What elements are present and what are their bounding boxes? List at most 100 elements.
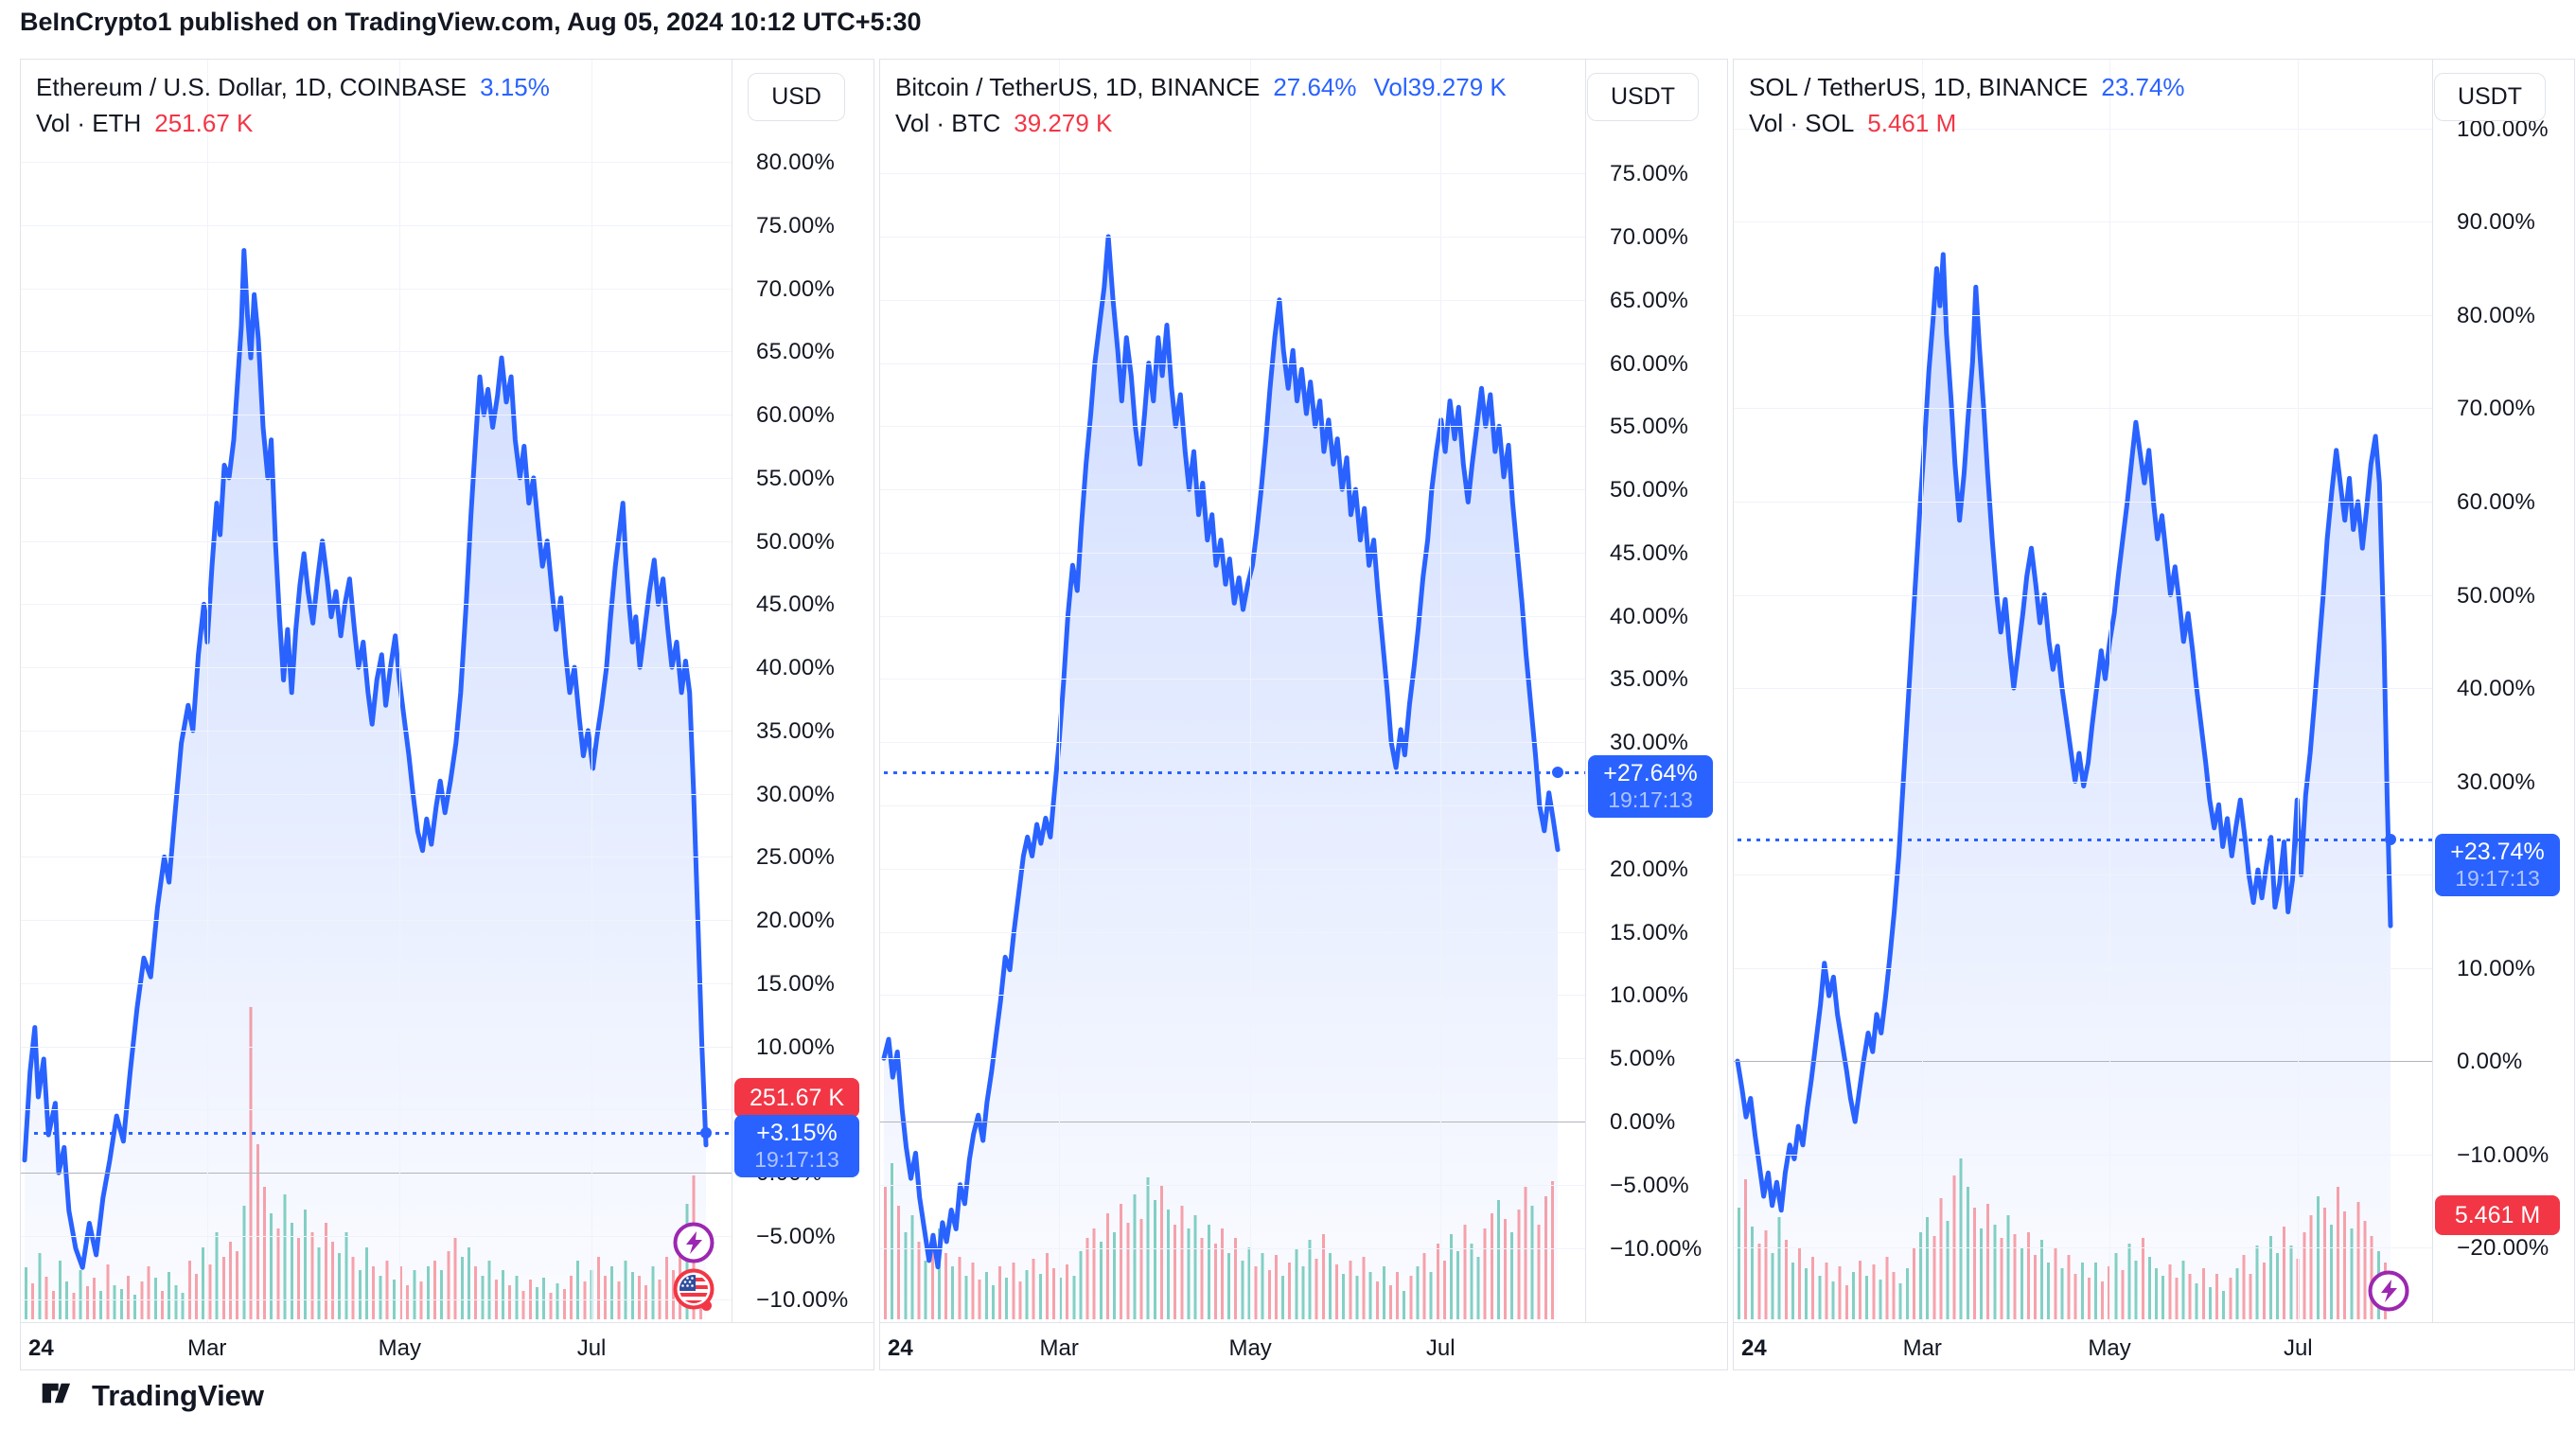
lightning-icon bbox=[673, 1222, 715, 1263]
chart-panel-sol-usdt: SOL / TetherUS, 1D, BINANCE 23.74% Vol · … bbox=[1733, 59, 2575, 1370]
volume-bar bbox=[385, 1261, 389, 1319]
volume-bar bbox=[2249, 1274, 2252, 1319]
volume-bar bbox=[276, 1228, 280, 1319]
volume-label: Vol · SOL bbox=[1749, 109, 1855, 137]
volume-bar bbox=[998, 1266, 1001, 1319]
volume-bar bbox=[630, 1272, 634, 1319]
volume-bar bbox=[2337, 1187, 2340, 1319]
volume-bar bbox=[978, 1280, 981, 1319]
volume-bar bbox=[1133, 1194, 1137, 1319]
volume-bar bbox=[951, 1266, 955, 1319]
volume-bar bbox=[2296, 1259, 2300, 1319]
tradingview-branding[interactable]: TradingView bbox=[41, 1377, 264, 1415]
volume-bar bbox=[2316, 1196, 2320, 1319]
currency-toggle-badge[interactable]: USDT bbox=[1586, 73, 1699, 121]
chart-legend: Bitcoin / TetherUS, 1D, BINANCE 27.64% Vol… bbox=[895, 69, 1507, 141]
volume-bar bbox=[1072, 1276, 1076, 1319]
axis-separator-vertical bbox=[1585, 60, 1586, 1322]
volume-value: 5.461 M bbox=[1867, 109, 1957, 137]
volume-bar bbox=[2080, 1263, 2084, 1319]
y-axis-label: 50.00% bbox=[1610, 477, 1689, 504]
volume-bar bbox=[1375, 1281, 1379, 1319]
volume-bar bbox=[1066, 1264, 1069, 1319]
y-gridline bbox=[880, 552, 1585, 554]
volume-bar bbox=[1436, 1244, 1439, 1319]
volume-bar bbox=[1456, 1251, 1460, 1319]
volume-bar bbox=[944, 1253, 948, 1319]
volume-bar bbox=[79, 1270, 82, 1319]
y-gridline bbox=[880, 868, 1585, 870]
volume-bar bbox=[379, 1276, 382, 1319]
volume-bar bbox=[2303, 1232, 2306, 1319]
volume-bar bbox=[924, 1261, 927, 1319]
volume-bar bbox=[242, 1206, 246, 1319]
volume-bar bbox=[2235, 1268, 2239, 1319]
volume-bar bbox=[324, 1223, 327, 1319]
change-percent: 3.15% bbox=[480, 73, 550, 101]
y-axis-label: 30.00% bbox=[756, 781, 836, 807]
y-axis-label: 90.00% bbox=[2457, 209, 2536, 236]
currency-toggle-badge[interactable]: USD bbox=[748, 73, 845, 121]
y-gridline bbox=[880, 236, 1585, 238]
volume-bar bbox=[1234, 1238, 1238, 1319]
axis-separator-horizontal bbox=[21, 1322, 873, 1323]
x-axis-label: 24 bbox=[28, 1335, 54, 1361]
volume-bar bbox=[1106, 1213, 1109, 1319]
chart-legend: SOL / TetherUS, 1D, BINANCE 23.74% Vol · … bbox=[1749, 69, 2202, 141]
volume-bar bbox=[249, 1007, 253, 1319]
volume-bar bbox=[1275, 1255, 1278, 1319]
volume-bar bbox=[1470, 1244, 1473, 1319]
volume-bar bbox=[891, 1163, 894, 1319]
x-gridline bbox=[206, 60, 208, 1322]
volume-bar bbox=[1865, 1276, 1869, 1319]
volume-bar bbox=[1905, 1268, 1909, 1319]
volume-bar bbox=[1153, 1200, 1156, 1319]
volume-bar bbox=[2161, 1276, 2165, 1319]
y-axis-label: 50.00% bbox=[2457, 582, 2536, 609]
y-axis-label: 65.00% bbox=[756, 339, 836, 365]
volume-bar bbox=[365, 1247, 368, 1319]
y-axis-label: 65.00% bbox=[1610, 287, 1689, 313]
y-axis-label: −10.00% bbox=[756, 1286, 849, 1313]
volume-bar bbox=[1038, 1274, 1042, 1319]
volume-bar bbox=[297, 1238, 300, 1319]
volume-axis-badge: 251.67 K bbox=[734, 1078, 859, 1118]
y-gridline bbox=[1734, 594, 2432, 596]
y-axis-label: 25.00% bbox=[756, 844, 836, 871]
y-axis-label: 30.00% bbox=[2457, 768, 2536, 795]
volume-bar bbox=[2283, 1227, 2286, 1319]
volume-bar bbox=[85, 1286, 89, 1319]
volume-bar bbox=[59, 1261, 62, 1319]
plot-area bbox=[880, 60, 1585, 1322]
y-axis-label: −5.00% bbox=[1610, 1172, 1689, 1198]
x-gridline bbox=[1250, 60, 1252, 1322]
volume-bar bbox=[1959, 1158, 1963, 1319]
volume-bar bbox=[344, 1232, 348, 1319]
volume-bar bbox=[1450, 1234, 1454, 1319]
y-gridline bbox=[21, 477, 732, 479]
x-axis-label: Mar bbox=[1902, 1335, 1942, 1361]
volume-bar bbox=[133, 1295, 137, 1319]
last-value-dot bbox=[1552, 766, 1563, 778]
volume-bar bbox=[1301, 1266, 1305, 1319]
volume-bar bbox=[984, 1272, 988, 1319]
y-gridline bbox=[880, 489, 1585, 491]
y-axis-label: 15.00% bbox=[756, 970, 836, 997]
currency-toggle-badge[interactable]: USDT bbox=[2433, 73, 2546, 121]
volume-bar bbox=[1429, 1272, 1433, 1319]
volume-bar bbox=[2215, 1274, 2219, 1319]
price-line bbox=[881, 234, 1561, 1270]
chart-legend: Ethereum / U.S. Dollar, 1D, COINBASE 3.15… bbox=[36, 69, 567, 141]
y-gridline bbox=[1734, 314, 2432, 316]
x-gridline bbox=[591, 60, 593, 1322]
volume-bar bbox=[481, 1276, 485, 1319]
volume-bar bbox=[290, 1223, 293, 1319]
y-axis-label: −10.00% bbox=[1610, 1235, 1703, 1262]
y-axis-label: 75.00% bbox=[756, 212, 836, 238]
volume-bar bbox=[1476, 1257, 1480, 1319]
y-gridline bbox=[880, 615, 1585, 617]
volume-bar bbox=[2201, 1268, 2205, 1319]
volume-bar bbox=[1771, 1253, 1774, 1319]
volume-bar bbox=[617, 1281, 621, 1319]
volume-bar bbox=[1517, 1210, 1521, 1319]
